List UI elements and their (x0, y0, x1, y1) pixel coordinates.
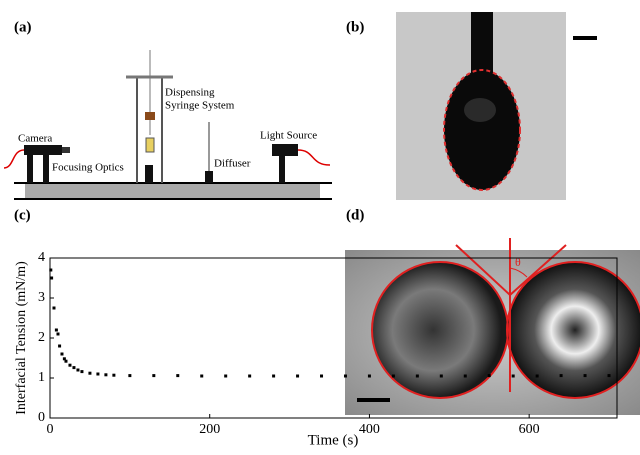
contact-image (345, 238, 640, 415)
label: Camera (18, 133, 52, 145)
point (272, 374, 276, 378)
point (104, 373, 108, 377)
point (439, 374, 443, 378)
point (343, 374, 347, 378)
point (49, 268, 53, 272)
point (248, 374, 252, 378)
point (64, 359, 68, 363)
label: Light Source (260, 130, 317, 142)
point (80, 370, 84, 374)
point (62, 357, 66, 361)
point (58, 344, 62, 348)
point (52, 306, 56, 310)
point (128, 374, 132, 378)
x-tick-label: 400 (359, 422, 380, 437)
point (200, 374, 204, 378)
y-tick-label: 3 (38, 290, 45, 305)
point (50, 276, 54, 280)
point (320, 374, 324, 378)
point (68, 363, 72, 367)
label: Focusing Optics (52, 162, 124, 174)
y-axis-label: Interfacial Tension (mN/m) (14, 261, 29, 415)
point (487, 374, 491, 378)
label: Diffuser (214, 158, 251, 170)
point (511, 374, 515, 378)
x-tick-label: 200 (199, 422, 220, 437)
y-tick-label: 2 (38, 330, 45, 345)
drop-image (396, 12, 597, 200)
x-tick-label: 0 (47, 422, 54, 437)
point (96, 372, 100, 376)
y-tick-label: 4 (38, 250, 45, 265)
point (367, 374, 371, 378)
panel-label: (b) (346, 19, 364, 35)
point (152, 374, 156, 378)
y-tick-label: 1 (38, 370, 45, 385)
panel-label: (c) (14, 207, 31, 223)
point (559, 374, 563, 378)
point (607, 374, 611, 378)
label: Dispensing (165, 87, 215, 99)
panel-label: (a) (14, 19, 32, 35)
angle-label: θ (515, 255, 521, 269)
point (54, 328, 58, 332)
point (72, 366, 76, 370)
point (76, 368, 80, 372)
point (583, 374, 587, 378)
y-tick-label: 0 (38, 410, 45, 425)
panel-label: (d) (346, 207, 364, 223)
point (535, 374, 539, 378)
point (112, 373, 116, 377)
label: Syringe System (165, 100, 235, 112)
x-axis-label: Time (s) (308, 432, 359, 448)
point (296, 374, 300, 378)
point (415, 374, 419, 378)
point (56, 332, 60, 336)
point (88, 371, 92, 375)
schematic (3, 50, 332, 200)
point (224, 374, 228, 378)
point (463, 374, 467, 378)
point (176, 374, 180, 378)
point (391, 374, 395, 378)
point (60, 352, 64, 356)
x-tick-label: 600 (519, 422, 540, 437)
chart: 0 1 2 3 4 0 200 400 600 (38, 250, 618, 437)
